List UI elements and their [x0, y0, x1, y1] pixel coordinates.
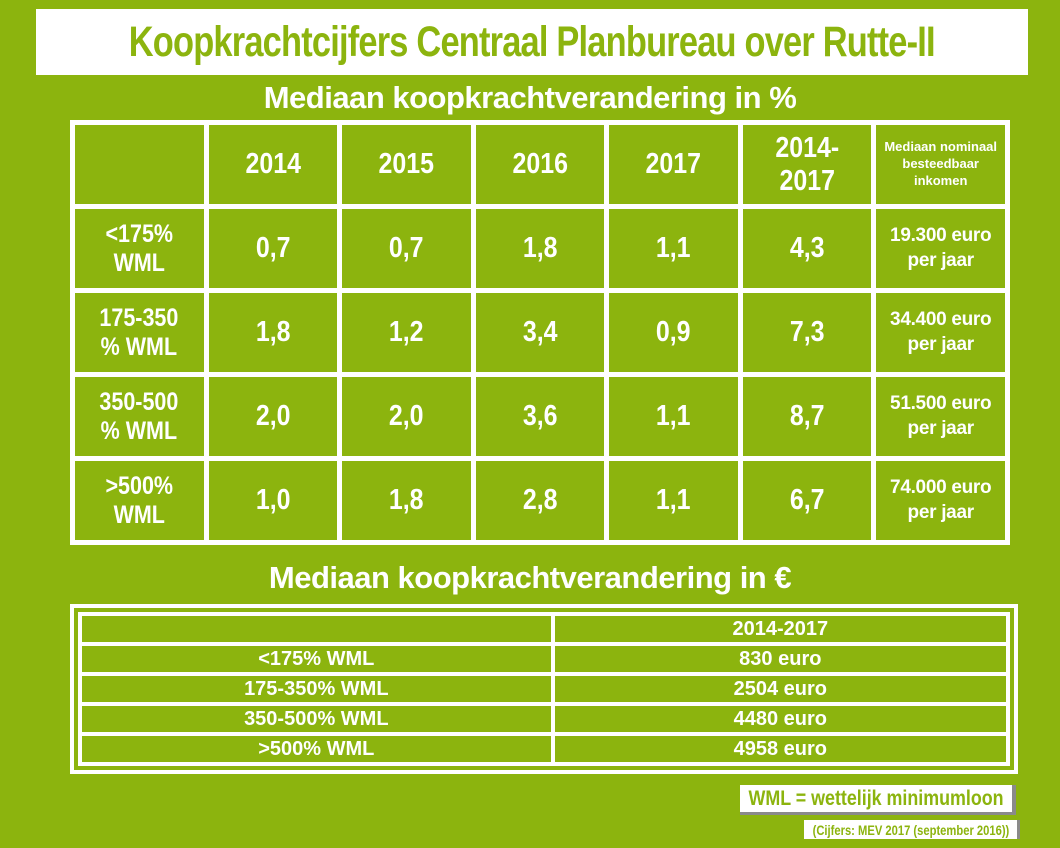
income-cell: 74.000 euro per jaar: [871, 456, 1010, 545]
percent-section-title: Mediaan koopkrachtverandering in %: [263, 80, 797, 115]
table-row: <175% WML 0,7 0,7 1,8 1,1 4,3 19.300 eur…: [70, 204, 1010, 293]
banner: Koopkrachtcijfers Centraal Planbureau ov…: [36, 9, 1028, 75]
value-cell: 830 euro: [550, 642, 1011, 676]
row-label-350-500-wml: 350-500 % WML: [70, 372, 209, 461]
wml-legend-box: WML = wettelijk minimumloon: [740, 785, 1016, 815]
value-cell: 7,3: [737, 288, 877, 377]
percent-table: 2014 2015 2016 2017 2014-2017 Mediaan no…: [70, 120, 1010, 545]
column-header-2014-2017: 2014-2017: [550, 612, 1011, 646]
value-cell: 4,3: [737, 204, 877, 293]
value-cell: 2,8: [470, 456, 610, 545]
table-row: <175% WML 830 euro: [78, 642, 1011, 676]
row-label-over-500-wml: >500% WML: [78, 732, 555, 766]
column-header-income: Mediaan nominaal besteedbaar inkomen: [871, 120, 1010, 209]
euro-table: 2014-2017 <175% WML 830 euro 175-350% WM…: [78, 612, 1011, 766]
column-header-2015: 2015: [337, 120, 476, 209]
table-row: 175-350 % WML 1,8 1,2 3,4 0,9 7,3 34.400…: [70, 288, 1010, 377]
wml-legend-text: WML = wettelijk minimumloon: [748, 786, 1004, 810]
column-header-2014-2017: 2014-2017: [737, 120, 877, 209]
value-cell: 1,8: [203, 288, 343, 377]
value-cell: 0,7: [337, 204, 476, 293]
corner-cell: [70, 120, 209, 209]
value-cell: 3,4: [470, 288, 610, 377]
value-cell: 0,9: [604, 288, 743, 377]
value-cell: 1,1: [604, 204, 743, 293]
column-header-2014: 2014: [203, 120, 343, 209]
row-label-350-500-wml: 350-500% WML: [78, 702, 555, 736]
row-label-under-175-wml: <175% WML: [78, 642, 555, 676]
source-citation-box: (Cijfers: MEV 2017 (september 2016)): [804, 820, 1020, 839]
value-cell: 0,7: [203, 204, 343, 293]
value-cell: 1,8: [470, 204, 610, 293]
value-cell: 1,1: [604, 456, 743, 545]
table-row: 350-500 % WML 2,0 2,0 3,6 1,1 8,7 51.500…: [70, 372, 1010, 461]
value-cell: 4480 euro: [550, 702, 1011, 736]
income-cell: 34.400 euro per jaar: [871, 288, 1010, 377]
table-row: 175-350% WML 2504 euro: [78, 672, 1011, 706]
euro-table-frame: 2014-2017 <175% WML 830 euro 175-350% WM…: [70, 604, 1018, 774]
value-cell: 2,0: [337, 372, 476, 461]
value-cell: 1,1: [604, 372, 743, 461]
percent-table-header-row: 2014 2015 2016 2017 2014-2017 Mediaan no…: [70, 120, 1010, 209]
table-row: 350-500% WML 4480 euro: [78, 702, 1011, 736]
corner-cell: [78, 612, 555, 646]
value-cell: 4958 euro: [550, 732, 1011, 766]
value-cell: 1,0: [203, 456, 343, 545]
euro-section-title: Mediaan koopkrachtverandering in €: [268, 560, 792, 595]
row-label-175-350-wml: 175-350% WML: [78, 672, 555, 706]
row-label-over-500-wml: >500% WML: [70, 456, 209, 545]
page-title: Koopkrachtcijfers Centraal Planbureau ov…: [128, 17, 936, 66]
value-cell: 2,0: [203, 372, 343, 461]
value-cell: 1,2: [337, 288, 476, 377]
table-row: >500% WML 4958 euro: [78, 732, 1011, 766]
income-cell: 51.500 euro per jaar: [871, 372, 1010, 461]
row-label-175-350-wml: 175-350 % WML: [70, 288, 209, 377]
source-citation-text: (Cijfers: MEV 2017 (september 2016)): [812, 821, 1009, 838]
value-cell: 3,6: [470, 372, 610, 461]
value-cell: 6,7: [737, 456, 877, 545]
income-cell: 19.300 euro per jaar: [871, 204, 1010, 293]
row-label-under-175-wml: <175% WML: [70, 204, 209, 293]
value-cell: 2504 euro: [550, 672, 1011, 706]
value-cell: 1,8: [337, 456, 476, 545]
euro-table-header-row: 2014-2017: [78, 612, 1011, 646]
column-header-2016: 2016: [470, 120, 610, 209]
column-header-2017: 2017: [604, 120, 743, 209]
table-row: >500% WML 1,0 1,8 2,8 1,1 6,7 74.000 eur…: [70, 456, 1010, 545]
value-cell: 8,7: [737, 372, 877, 461]
